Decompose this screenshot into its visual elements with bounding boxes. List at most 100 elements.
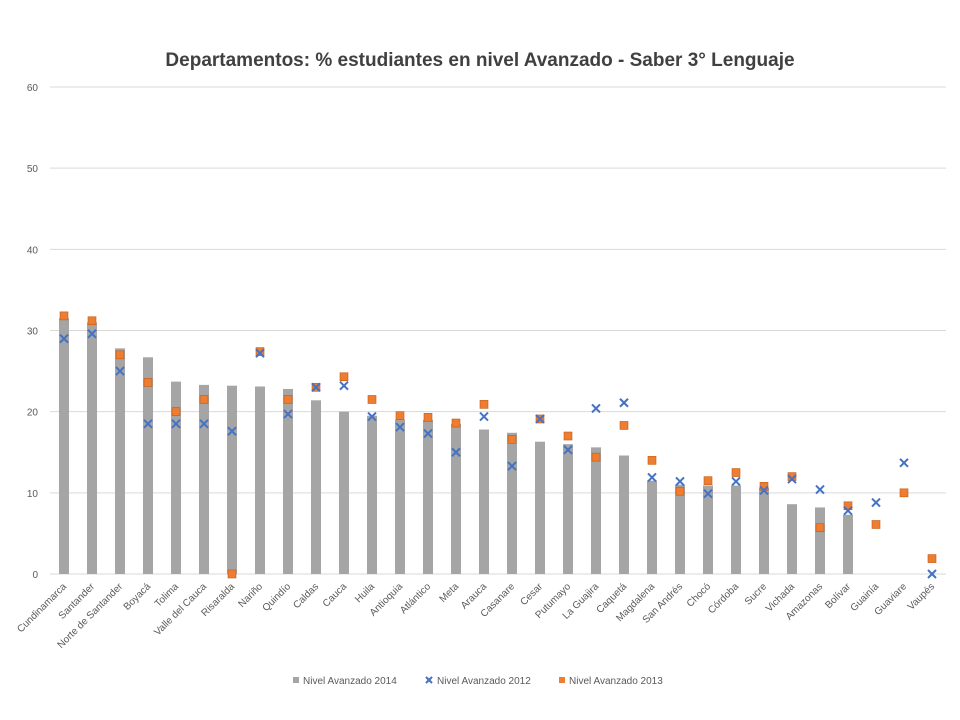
bar-2014 — [507, 432, 517, 574]
x-tick-label: Caldas — [291, 581, 321, 611]
marker-2013 — [815, 523, 825, 533]
marker-2013 — [367, 395, 377, 404]
chart-title: Departamentos: % estudiantes en nivel Av… — [165, 50, 794, 71]
marker-2012 — [311, 382, 321, 393]
legend-swatch-2012 — [425, 676, 433, 684]
bar-2014 — [675, 484, 685, 574]
bar-2014 — [311, 400, 321, 574]
marker-2013 — [339, 372, 349, 382]
marker-2012 — [507, 461, 517, 471]
marker-2013 — [395, 411, 405, 421]
marker-2013 — [423, 413, 433, 422]
marker-2012 — [199, 419, 209, 429]
x-tick-label: Huila — [353, 581, 377, 605]
marker-2013 — [227, 569, 237, 579]
marker-2013 — [171, 407, 181, 416]
marker-2012 — [367, 411, 377, 422]
bar-2014 — [591, 447, 601, 574]
marker-2013 — [703, 476, 713, 485]
markers-2012 — [59, 329, 937, 579]
bar-2014 — [255, 386, 265, 574]
marker-2012 — [451, 447, 461, 457]
bars-2014 — [59, 318, 853, 574]
marker-2013 — [787, 472, 797, 481]
marker-2012 — [283, 409, 293, 419]
bar-2014 — [171, 381, 181, 574]
marker-2013 — [451, 418, 461, 428]
marker-2012 — [115, 366, 125, 376]
marker-2012 — [843, 505, 853, 516]
y-tick-label: 10 — [27, 489, 39, 500]
x-tick-label: Córdoba — [706, 581, 741, 616]
marker-2012 — [535, 414, 545, 424]
bar-2014 — [787, 504, 797, 574]
bar-2014 — [759, 487, 769, 574]
marker-2013 — [59, 311, 69, 321]
x-tick-label: Sucre — [743, 581, 770, 608]
y-tick-label: 30 — [27, 327, 39, 338]
x-tick-label: Meta — [438, 581, 462, 605]
marker-2012 — [591, 403, 601, 414]
marker-2012 — [227, 426, 237, 436]
marker-2013 — [283, 395, 293, 404]
x-tick-label: Atlántico — [398, 581, 433, 616]
marker-2013 — [731, 468, 741, 477]
marker-2012 — [647, 472, 657, 483]
legend: Nivel Avanzado 2014 Nivel Avanzado 2012 … — [293, 676, 663, 687]
bar-2014 — [619, 455, 629, 574]
y-tick-label: 20 — [27, 408, 39, 419]
bar-2014 — [283, 388, 293, 574]
legend-label-2014: Nivel Avanzado 2014 — [303, 676, 397, 687]
marker-2012 — [59, 333, 69, 344]
bar-2014 — [395, 419, 405, 574]
gridlines — [50, 86, 946, 575]
bar-2014 — [479, 429, 489, 574]
bar-2014 — [87, 322, 97, 574]
marker-2013 — [479, 400, 489, 409]
marker-2012 — [731, 476, 741, 487]
marker-2012 — [703, 488, 713, 499]
marker-2012 — [675, 476, 685, 487]
marker-2012 — [815, 484, 825, 495]
bar-2014 — [143, 357, 153, 574]
bar-2014 — [339, 411, 349, 574]
x-tick-label: Quindío — [261, 581, 294, 614]
legend-swatch-2014 — [293, 677, 299, 683]
marker-2012 — [395, 422, 405, 432]
marker-2013 — [675, 486, 685, 496]
marker-2012 — [619, 398, 629, 408]
markers-2013 — [59, 311, 937, 579]
bar-2014 — [647, 480, 657, 574]
legend-label-2012: Nivel Avanzado 2012 — [437, 676, 531, 687]
y-tick-label: 40 — [27, 245, 39, 256]
marker-2013 — [199, 395, 209, 404]
x-tick-label: Vaupés — [906, 581, 937, 612]
y-tick-label: 60 — [27, 83, 39, 94]
marker-2013 — [563, 431, 573, 441]
marker-2012 — [787, 474, 797, 484]
marker-2013 — [143, 378, 153, 387]
marker-2012 — [255, 348, 265, 358]
bar-2014 — [563, 444, 573, 574]
marker-2012 — [87, 329, 97, 339]
bar-2014 — [703, 485, 713, 574]
marker-2013 — [255, 347, 265, 356]
bar-2014 — [843, 514, 853, 574]
legend-label-2013: Nivel Avanzado 2013 — [569, 676, 663, 687]
bar-2014 — [367, 415, 377, 574]
bar-2014 — [535, 441, 545, 574]
marker-2012 — [171, 419, 181, 429]
marker-2013 — [591, 452, 601, 462]
bar-2014 — [731, 485, 741, 574]
marker-2012 — [339, 380, 349, 391]
marker-2012 — [563, 445, 573, 455]
bar-2014 — [451, 423, 461, 574]
marker-2013 — [87, 316, 97, 326]
marker-2013 — [115, 350, 125, 360]
bar-2014 — [115, 348, 125, 574]
marker-2012 — [479, 411, 489, 422]
y-tick-label: 0 — [32, 570, 38, 581]
marker-2012 — [423, 428, 433, 439]
